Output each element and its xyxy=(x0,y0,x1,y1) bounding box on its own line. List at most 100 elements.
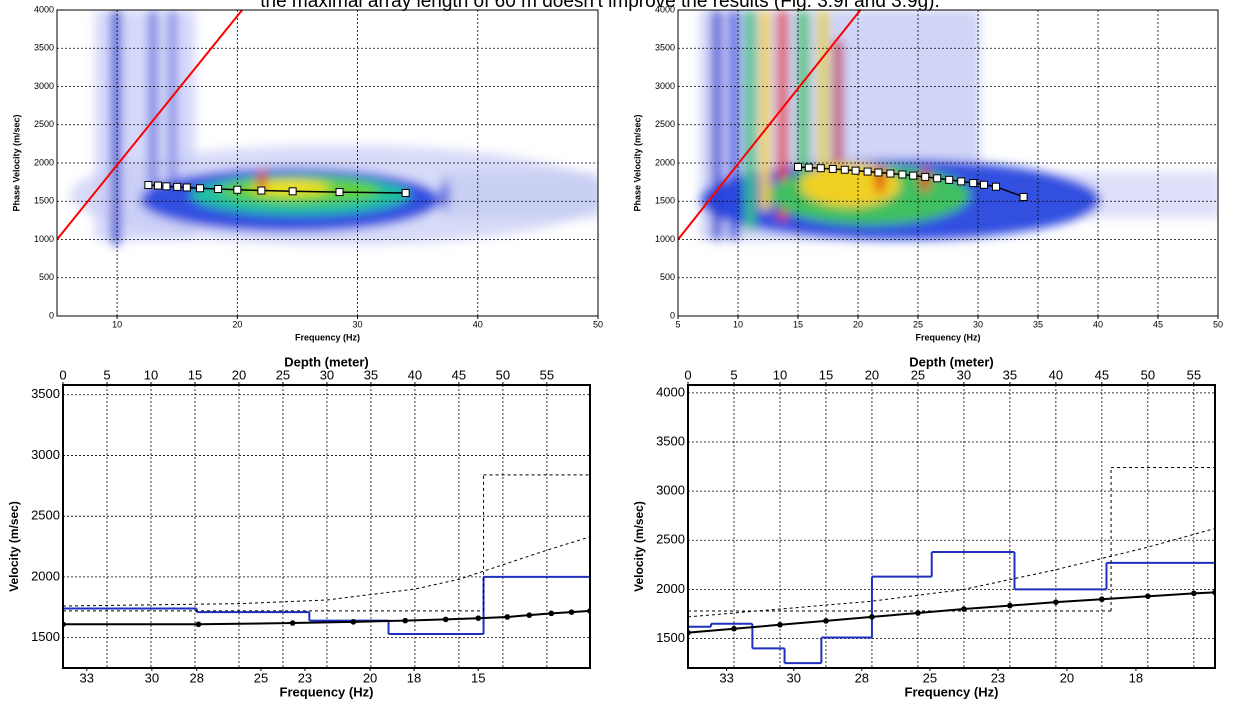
x2-tick-label: 30 xyxy=(787,670,801,685)
x-axis-title: Depth (meter) xyxy=(284,354,369,369)
point xyxy=(915,610,921,616)
x2-tick-label: 28 xyxy=(189,670,203,685)
point xyxy=(961,606,967,612)
x-tick-label: 50 xyxy=(1213,319,1223,329)
series-line xyxy=(688,527,1215,618)
point xyxy=(335,188,344,197)
x-tick-label: 5 xyxy=(675,319,680,329)
y-tick-label: 0 xyxy=(49,310,54,320)
x-tick-label: 25 xyxy=(911,367,925,382)
x2-axis-title: Frequency (Hz) xyxy=(280,684,374,699)
y-tick-label: 1500 xyxy=(31,629,60,644)
point xyxy=(568,609,575,615)
y-tick-label: 2000 xyxy=(31,568,60,583)
y-tick-label: 1000 xyxy=(655,234,675,244)
x2-tick-label: 18 xyxy=(407,670,421,685)
series-line xyxy=(57,10,243,241)
point xyxy=(173,182,182,191)
point xyxy=(840,165,849,174)
point xyxy=(945,175,954,184)
y-axis-title: Velocity (m/sec) xyxy=(7,501,21,592)
y-tick-label: 1500 xyxy=(34,196,54,206)
point xyxy=(289,620,296,626)
point xyxy=(874,168,883,177)
point xyxy=(288,187,297,196)
x-tick-label: 40 xyxy=(1049,367,1063,382)
plot-area xyxy=(688,385,1215,668)
series-group xyxy=(63,474,590,635)
x-tick-label: 30 xyxy=(973,319,983,329)
x-tick-label: 45 xyxy=(1153,319,1163,329)
y-tick-label: 2000 xyxy=(656,581,685,596)
x-tick-label: 20 xyxy=(865,367,879,382)
x-tick-label: 50 xyxy=(496,367,510,382)
plot-frame xyxy=(677,9,1219,317)
point xyxy=(196,184,205,193)
x-tick-label: 35 xyxy=(1033,319,1043,329)
y-tick-label: 2500 xyxy=(31,508,60,523)
y-tick-label: 3500 xyxy=(656,433,685,448)
x2-tick-label: 20 xyxy=(363,670,377,685)
x2-tick-label: 23 xyxy=(298,670,312,685)
series-line xyxy=(63,609,590,626)
x-tick-label: 50 xyxy=(593,319,603,329)
point xyxy=(794,162,802,171)
point xyxy=(214,185,223,194)
point xyxy=(777,621,783,628)
y-tick-label: 3000 xyxy=(655,81,675,91)
dispersion-image xyxy=(70,10,598,245)
point xyxy=(162,182,171,191)
x2-tick-label: 33 xyxy=(80,670,94,685)
x2-tick-label: 25 xyxy=(254,670,268,685)
x-tick-label: 5 xyxy=(730,367,737,382)
point xyxy=(182,183,191,192)
x-tick-label: 25 xyxy=(276,367,290,382)
y-axis-title: Phase Velocity (m/sec) xyxy=(632,114,642,211)
plot-area xyxy=(63,385,590,668)
series-group xyxy=(678,10,1028,241)
x2-tick-label: 33 xyxy=(719,670,733,685)
point xyxy=(257,186,266,195)
point xyxy=(504,614,511,620)
x-tick-label: 5 xyxy=(103,367,110,382)
point xyxy=(475,615,482,622)
x-tick-label: 20 xyxy=(232,367,246,382)
x2-tick-label: 28 xyxy=(855,670,869,685)
y-tick-label: 2500 xyxy=(655,119,675,129)
y-tick-label: 3000 xyxy=(34,81,54,91)
y-tick-label: 4000 xyxy=(656,384,685,399)
caption: the maximal array length of 60 m doesn't… xyxy=(260,0,940,12)
x-axis-title: Depth (meter) xyxy=(909,354,994,369)
x2-axis-title: Frequency (Hz) xyxy=(905,684,999,699)
x-tick-label: 10 xyxy=(112,319,122,329)
series-group xyxy=(688,467,1215,665)
point xyxy=(957,177,966,186)
plot-frame xyxy=(687,384,1216,669)
point xyxy=(1019,192,1028,201)
x2-tick-label: 30 xyxy=(145,670,159,685)
y-tick-label: 3000 xyxy=(31,447,60,462)
point xyxy=(921,172,930,181)
x-tick-label: 10 xyxy=(144,367,158,382)
x-tick-label: 30 xyxy=(353,319,363,329)
point xyxy=(869,614,875,620)
x-tick-label: 45 xyxy=(1095,367,1109,382)
x-tick-label: 45 xyxy=(452,367,466,382)
y-tick-label: 2000 xyxy=(655,157,675,167)
x-tick-label: 10 xyxy=(733,319,743,329)
y-tick-label: 3000 xyxy=(656,483,685,498)
x-tick-label: 10 xyxy=(773,367,787,382)
point xyxy=(898,170,907,179)
point xyxy=(909,171,918,180)
point xyxy=(992,182,1000,191)
x-tick-label: 15 xyxy=(819,367,833,382)
point xyxy=(886,169,895,178)
x-tick-label: 50 xyxy=(1141,367,1155,382)
point xyxy=(823,618,829,624)
y-tick-label: 2000 xyxy=(34,157,54,167)
x-axis-title: Frequency (Hz) xyxy=(915,332,980,342)
point xyxy=(401,188,410,197)
y-tick-label: 1500 xyxy=(655,196,675,206)
